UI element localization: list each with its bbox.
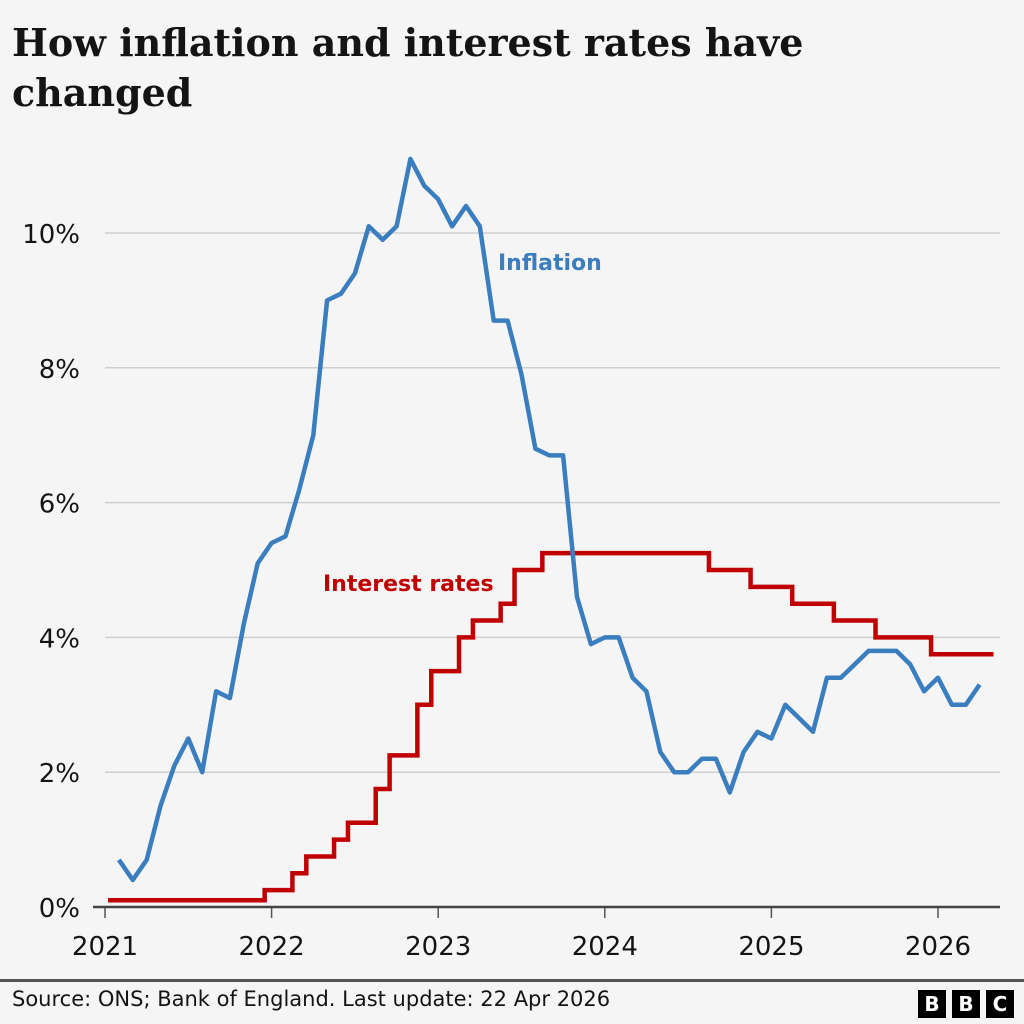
source-note: Source: ONS; Bank of England. Last updat… [12,987,611,1011]
line-chart: 0% 2% 4% 6% 8% 10% 2021 2022 2023 2024 2025 2026 Inf… [22,156,1000,962]
y-tick-label: 6% [39,490,80,520]
x-tick-label: 2022 [239,932,305,962]
x-tick-label: 2021 [72,932,138,962]
interest-rates-line [108,550,994,903]
series-label: Inflation [498,251,602,276]
x-tick-label: 2024 [572,932,638,962]
x-tick-label: 2025 [738,932,804,962]
footer-divider [0,979,1024,982]
series-label: Interest rates [323,572,494,597]
y-tick-label: 0% [39,894,80,924]
y-tick-label: 8% [39,355,80,385]
x-tick-label: 2023 [405,932,471,962]
x-tick-label: 2026 [905,932,971,962]
inflation-line [117,156,982,883]
y-tick-label: 2% [39,759,80,789]
y-tick-label: 4% [39,624,80,654]
chart-title: How inflation and interest rates have ch… [12,20,804,115]
y-tick-label: 10% [22,220,80,250]
